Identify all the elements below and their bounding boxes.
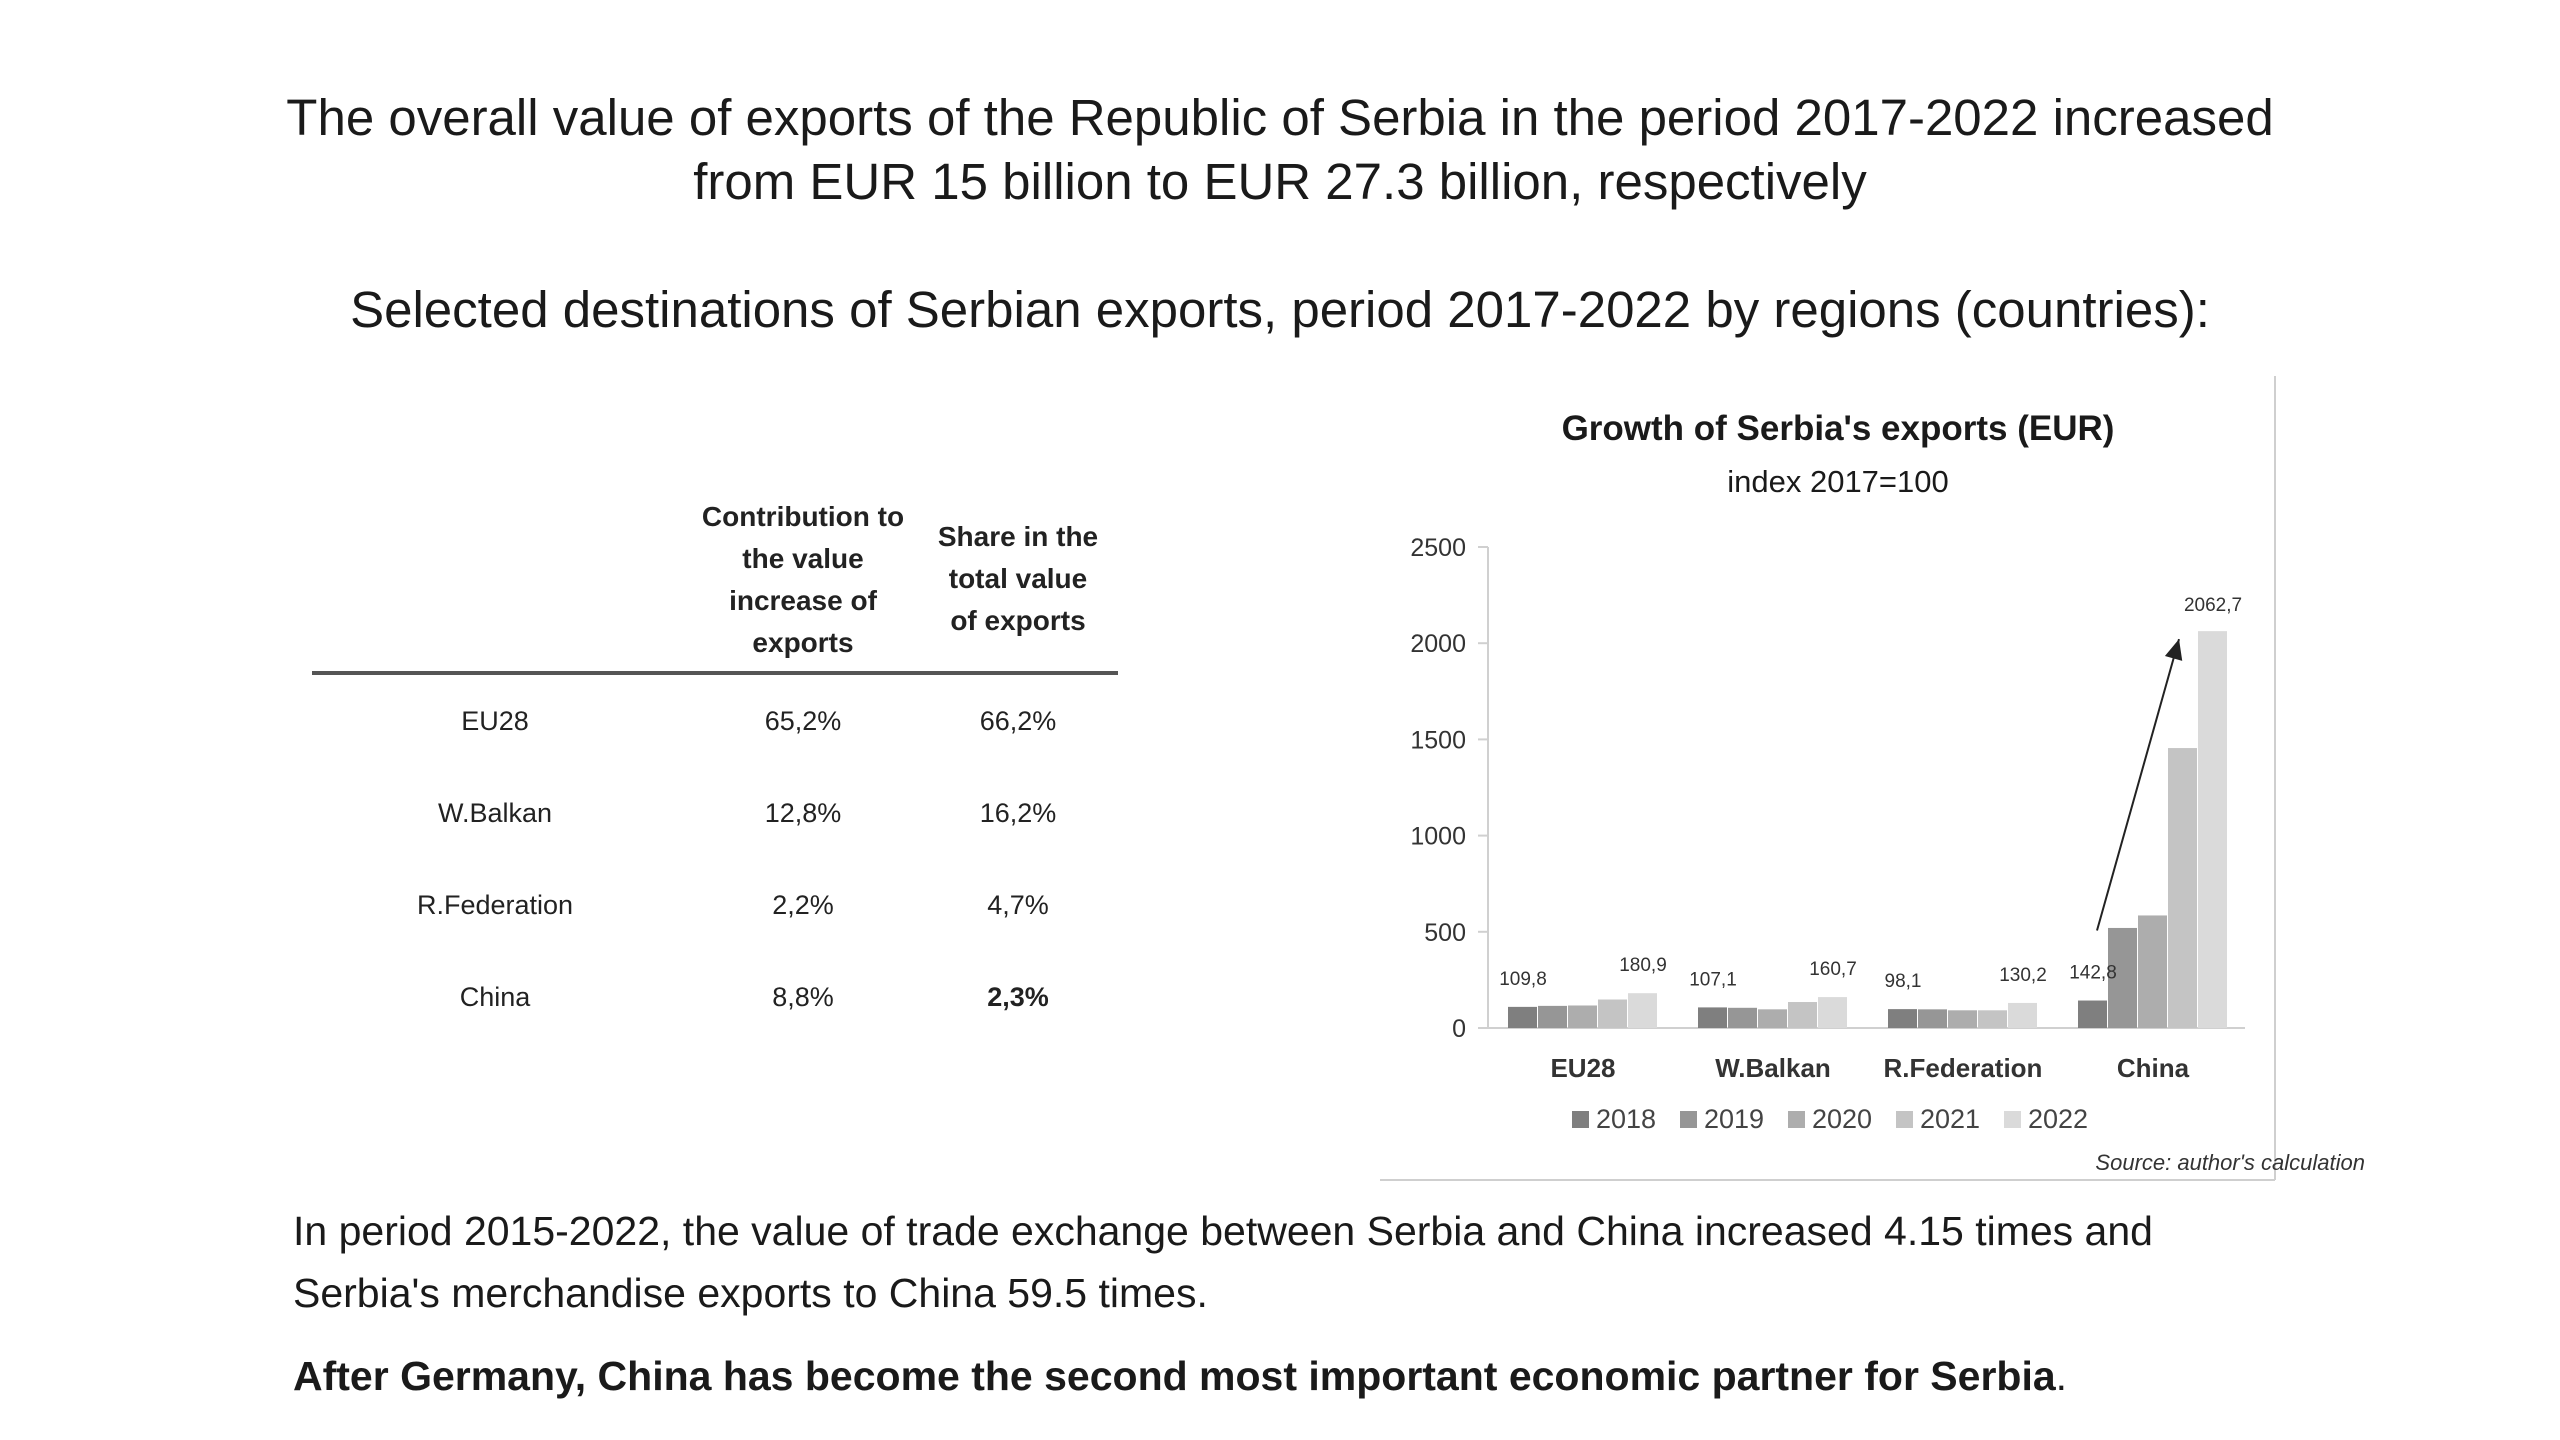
x-tick-label: W.Balkan [1715, 1053, 1831, 1083]
y-tick-label: 0 [1452, 1015, 1466, 1043]
y-tick-label: 1500 [1410, 726, 1466, 754]
data-label: 107,1 [1689, 969, 1737, 990]
bar-eu28-2018 [1508, 1006, 1537, 1028]
bar-w-balkan-2019 [1728, 1007, 1757, 1028]
data-label: 130,2 [1999, 965, 2047, 986]
slide-subtitle: Selected destinations of Serbian exports… [350, 281, 2210, 338]
partner-statement-bold: After Germany, China has become the seco… [293, 1353, 2056, 1399]
bar-w-balkan-2021 [1788, 1002, 1817, 1028]
trend-arrow-head [2164, 639, 2183, 661]
data-label: 109,8 [1499, 969, 1547, 990]
bar-r-federation-2018 [1888, 1009, 1917, 1028]
bar-eu28-2022 [1628, 993, 1657, 1028]
x-tick-label: R.Federation [1884, 1053, 2043, 1083]
bar-china-2019 [2108, 927, 2137, 1028]
bar-r-federation-2019 [1918, 1009, 1947, 1028]
bar-w-balkan-2020 [1758, 1009, 1787, 1028]
bar-china-2020 [2138, 915, 2167, 1028]
bar-r-federation-2022 [2008, 1002, 2037, 1028]
data-label: 142,8 [2069, 963, 2117, 984]
legend-swatch-2019 [1680, 1111, 1697, 1128]
summary-line-1: In period 2015-2022, the value of trade … [293, 1208, 2153, 1254]
trade-summary-text: In period 2015-2022, the value of trade … [293, 1200, 2393, 1324]
legend-swatch-2022 [2004, 1111, 2021, 1128]
summary-line-2: Serbia's merchandise exports to China 59… [293, 1270, 1208, 1316]
legend-label-2019: 2019 [1704, 1104, 1764, 1134]
legend-label-2020: 2020 [1812, 1104, 1872, 1134]
y-tick-label: 500 [1424, 919, 1466, 947]
partner-statement: After Germany, China has become the seco… [293, 1350, 2393, 1402]
chart-source-note: Source: author's calculation [2095, 1150, 2365, 1175]
x-tick-label: EU28 [1550, 1053, 1615, 1083]
bar-china-2018 [2078, 1000, 2107, 1028]
data-label: 2062,7 [2184, 595, 2242, 616]
bar-r-federation-2021 [1978, 1010, 2007, 1028]
bar-eu28-2019 [1538, 1005, 1567, 1028]
bar-eu28-2021 [1598, 999, 1627, 1028]
legend-label-2022: 2022 [2028, 1104, 2088, 1134]
slide-title: The overall value of exports of the Repu… [100, 86, 2460, 214]
title-line-1: The overall value of exports of the Repu… [286, 89, 2274, 146]
bar-r-federation-2020 [1948, 1010, 1977, 1028]
legend-swatch-2020 [1788, 1111, 1805, 1128]
x-tick-label: China [2117, 1053, 2190, 1083]
y-tick-label: 1000 [1410, 823, 1466, 851]
bar-china-2022 [2198, 631, 2227, 1028]
legend-swatch-2018 [1572, 1111, 1589, 1128]
bar-china-2021 [2168, 748, 2197, 1028]
trend-arrow-line [2096, 638, 2180, 931]
partner-statement-tail: . [2055, 1353, 2068, 1399]
legend-label-2021: 2021 [1920, 1104, 1980, 1134]
title-line-2: from EUR 15 billion to EUR 27.3 billion,… [693, 153, 1867, 210]
bar-eu28-2020 [1568, 1005, 1597, 1028]
data-label: 160,7 [1809, 959, 1857, 980]
chart-subtitle: index 2017=100 [1727, 464, 1949, 499]
data-label: 98,1 [1885, 971, 1922, 992]
data-label: 180,9 [1619, 955, 1667, 976]
legend-label-2018: 2018 [1596, 1104, 1656, 1134]
legend-swatch-2021 [1896, 1111, 1913, 1128]
y-tick-label: 2500 [1410, 534, 1466, 562]
chart-title: Growth of Serbia's exports (EUR) [1562, 409, 2115, 448]
y-tick-label: 2000 [1410, 630, 1466, 658]
bar-w-balkan-2018 [1698, 1007, 1727, 1028]
bar-w-balkan-2022 [1818, 997, 1847, 1028]
